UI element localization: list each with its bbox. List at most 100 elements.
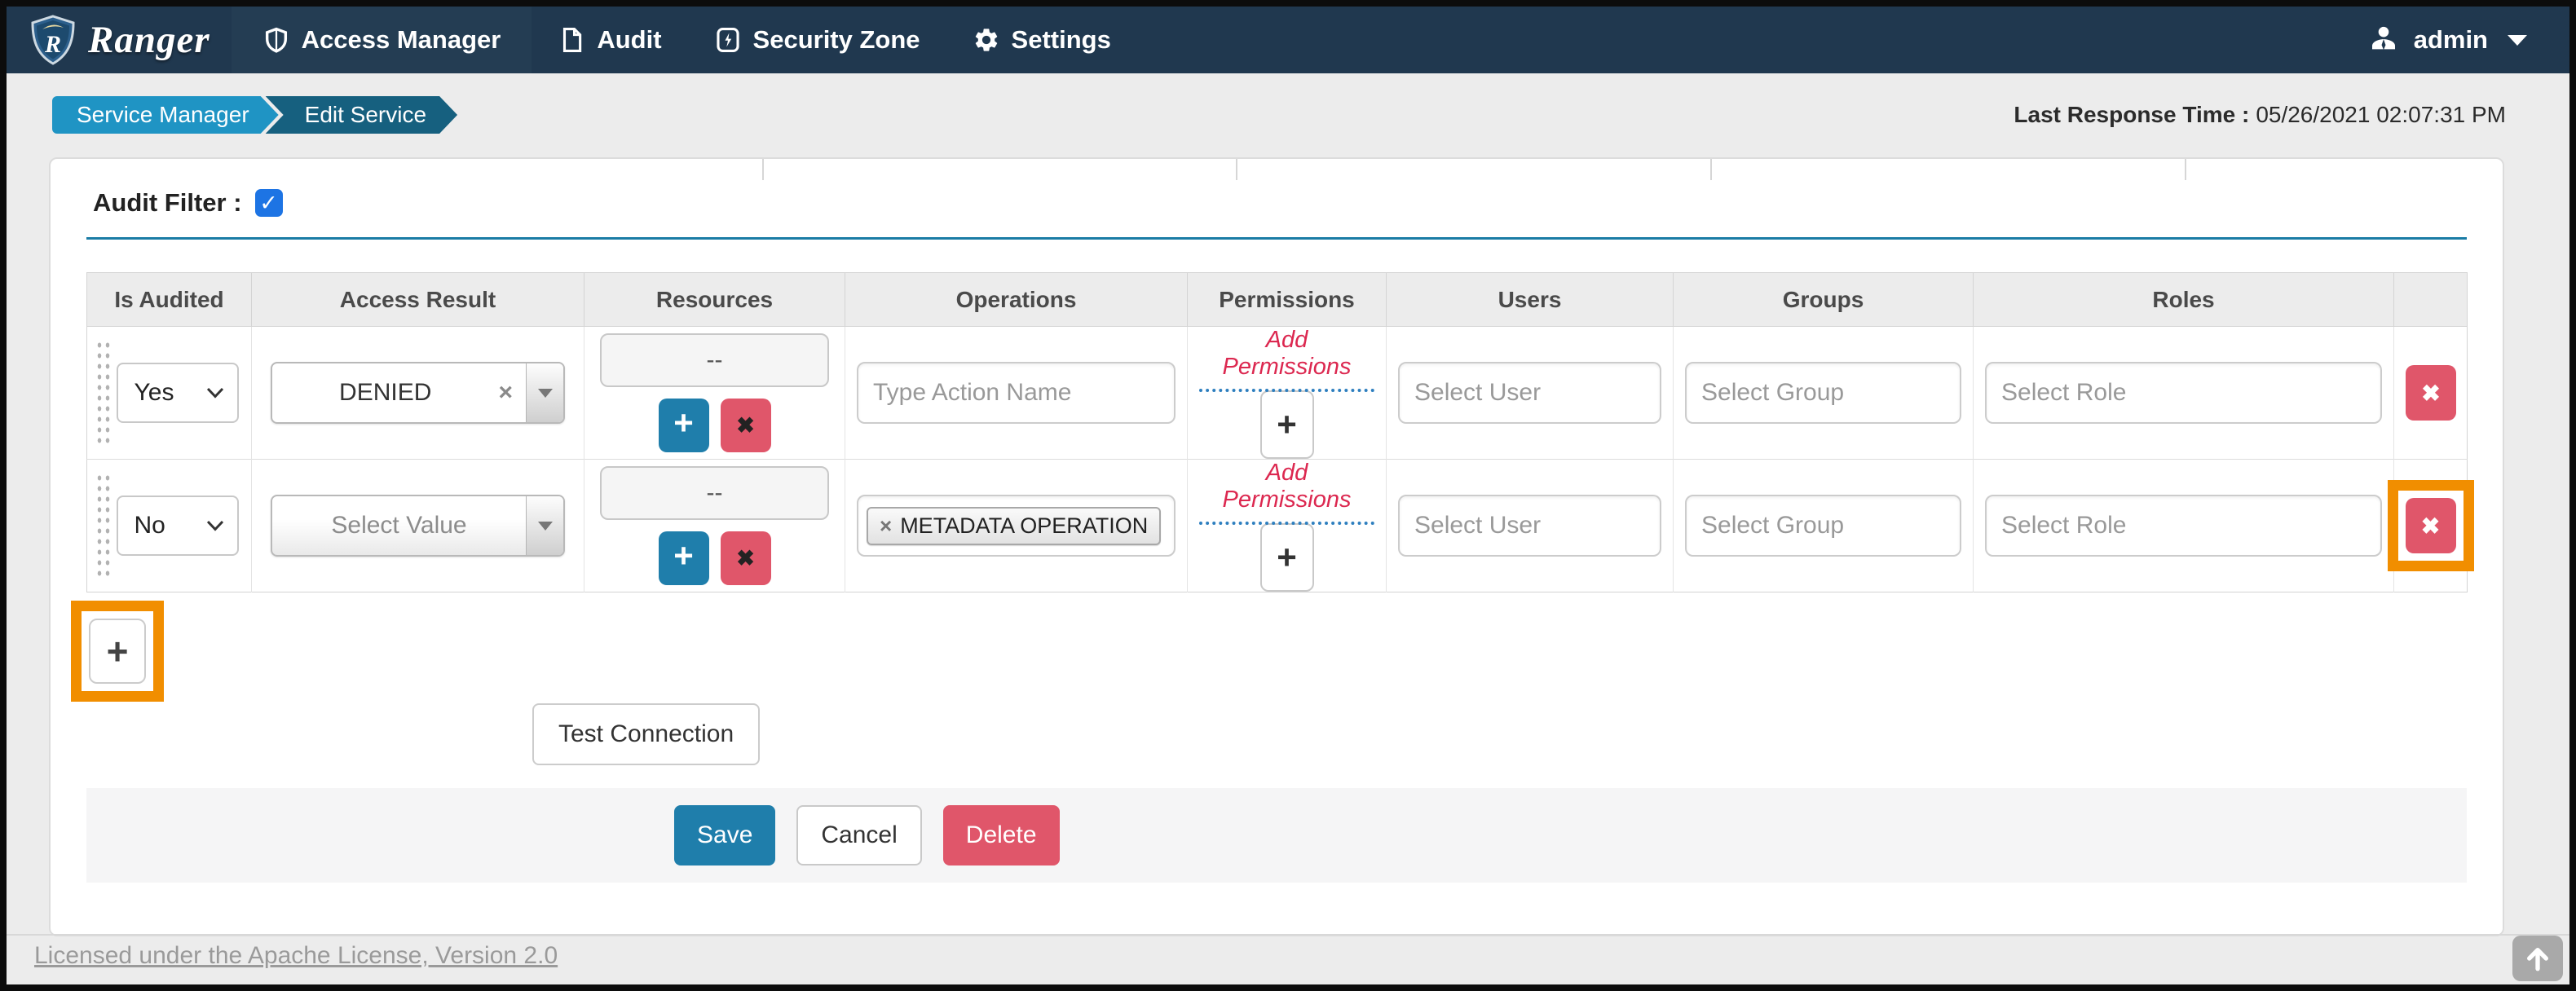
- bolt-box-icon: [716, 27, 739, 53]
- roles-input[interactable]: [1985, 495, 2382, 557]
- user-name: admin: [2413, 25, 2488, 54]
- nav-item-access-manager[interactable]: Access Manager: [231, 7, 532, 73]
- delete-row-button[interactable]: ✖: [2406, 365, 2456, 421]
- footer: Licensed under the Apache License, Versi…: [7, 934, 2569, 984]
- audit-filter-row: Audit Filter : ✓: [93, 188, 2467, 218]
- add-filter-row-button[interactable]: +: [89, 619, 146, 684]
- x-icon: ✖: [2421, 380, 2441, 406]
- resources-value-box[interactable]: --: [600, 333, 829, 387]
- audit-filter-checkbox[interactable]: ✓: [254, 189, 283, 217]
- save-button[interactable]: Save: [674, 805, 776, 865]
- edit-service-card: Audit Filter : ✓ Is Audited Access Resul…: [49, 157, 2504, 936]
- add-permissions-link[interactable]: Add Permissions: [1199, 460, 1374, 525]
- svg-text:R: R: [44, 31, 61, 58]
- is-audited-select[interactable]: Yes: [116, 363, 239, 423]
- triangle-down-icon: [537, 388, 553, 398]
- col-header-operations: Operations: [845, 272, 1188, 327]
- remove-resource-button[interactable]: ✖: [720, 399, 771, 452]
- breadcrumb-service-manager[interactable]: Service Manager: [52, 96, 279, 134]
- is-audited-select[interactable]: No: [116, 496, 239, 556]
- x-icon: ✖: [736, 545, 755, 570]
- nav-item-security-zone[interactable]: Security Zone: [688, 7, 946, 73]
- add-permissions-link[interactable]: Add Permissions: [1199, 327, 1374, 392]
- operation-tag: × METADATA OPERATION: [867, 506, 1162, 545]
- plus-icon: +: [1277, 538, 1297, 576]
- col-header-access-result: Access Result: [251, 272, 584, 327]
- highlight-box: +: [71, 601, 164, 702]
- user-icon: [2371, 26, 2395, 51]
- audit-filter-label: Audit Filter :: [93, 188, 242, 217]
- users-input[interactable]: [1398, 362, 1661, 424]
- plus-icon: +: [673, 536, 694, 575]
- access-result-select[interactable]: Select Value: [271, 495, 565, 557]
- access-result-value: DENIED: [339, 379, 432, 406]
- caret-down-icon: [2508, 34, 2527, 46]
- breadcrumb: Service Manager Edit Service: [52, 96, 457, 134]
- add-resource-button[interactable]: +: [658, 531, 709, 585]
- operations-taglist[interactable]: × METADATA OPERATION: [857, 495, 1176, 557]
- delete-button[interactable]: Delete: [942, 805, 1060, 865]
- test-connection-button[interactable]: Test Connection: [532, 703, 761, 765]
- audit-filter-table: Is Audited Access Result Resources Opera…: [86, 272, 2474, 592]
- drag-handle[interactable]: [95, 340, 112, 446]
- nav-item-label: Audit: [597, 25, 662, 54]
- main-nav: Access Manager Audit Security Zone Setti…: [231, 7, 1137, 73]
- x-icon: ✖: [736, 412, 755, 438]
- table-row: Yes DENIED × -- +: [86, 326, 2468, 460]
- last-response-value: 05/26/2021 02:07:31 PM: [2256, 102, 2506, 127]
- chevron-down-icon: [206, 387, 223, 399]
- section-divider: [86, 237, 2467, 240]
- up-arrow-icon: [2527, 948, 2548, 971]
- check-icon: ✓: [259, 190, 278, 215]
- users-input[interactable]: [1398, 495, 1661, 557]
- topbar: Service Manager Edit Service Last Respon…: [7, 73, 2569, 152]
- delete-row-button[interactable]: ✖: [2405, 498, 2456, 553]
- access-result-select[interactable]: DENIED ×: [271, 362, 565, 424]
- nav-item-audit[interactable]: Audit: [532, 7, 687, 73]
- brand-title: Ranger: [88, 19, 210, 61]
- add-resource-button[interactable]: +: [658, 399, 709, 452]
- scroll-remnant-line: [2185, 159, 2186, 180]
- form-actions: Save Cancel Delete: [86, 788, 2467, 883]
- roles-input[interactable]: [1985, 362, 2382, 424]
- col-header-resources: Resources: [584, 272, 845, 327]
- clear-selection-icon[interactable]: ×: [498, 379, 513, 406]
- nav-item-label: Security Zone: [752, 25, 920, 54]
- is-audited-value: No: [134, 512, 165, 539]
- last-response-time: Last Response Time :05/26/2021 02:07:31 …: [2014, 102, 2506, 128]
- resources-value: --: [706, 346, 723, 373]
- resources-value-box[interactable]: --: [600, 466, 829, 520]
- cancel-button[interactable]: Cancel: [796, 805, 922, 865]
- scroll-to-top-button[interactable]: [2512, 936, 2563, 981]
- shield-icon: [265, 27, 287, 53]
- scroll-remnant-line: [1710, 159, 1712, 180]
- remove-tag-icon[interactable]: ×: [880, 513, 893, 538]
- col-header-groups: Groups: [1673, 272, 1974, 327]
- scroll-remnant-line: [762, 159, 764, 180]
- col-header-actions: [2393, 272, 2468, 327]
- top-navbar: R Ranger Access Manager Audit Security Z…: [7, 7, 2569, 73]
- nav-item-label: Access Manager: [301, 25, 501, 54]
- plus-icon: +: [1277, 405, 1297, 443]
- nav-item-label: Settings: [1011, 25, 1111, 54]
- drag-handle[interactable]: [95, 473, 112, 579]
- breadcrumb-edit-service[interactable]: Edit Service: [266, 96, 457, 134]
- nav-item-settings[interactable]: Settings: [946, 7, 1137, 73]
- resources-value: --: [706, 479, 723, 506]
- license-link[interactable]: Licensed under the Apache License, Versi…: [34, 942, 558, 969]
- plus-icon: +: [673, 403, 694, 442]
- operations-input[interactable]: [857, 362, 1176, 424]
- groups-input[interactable]: [1685, 362, 1961, 424]
- add-permission-button[interactable]: +: [1259, 523, 1314, 592]
- table-header-row: Is Audited Access Result Resources Opera…: [86, 272, 2468, 327]
- user-menu[interactable]: admin: [2366, 7, 2569, 73]
- dropdown-arrow[interactable]: [526, 496, 563, 555]
- add-permission-button[interactable]: +: [1259, 390, 1314, 459]
- remove-resource-button[interactable]: ✖: [720, 531, 771, 585]
- dropdown-arrow[interactable]: [526, 363, 563, 422]
- col-header-roles: Roles: [1973, 272, 2394, 327]
- table-row: No Select Value -- +: [86, 459, 2474, 592]
- groups-input[interactable]: [1685, 495, 1961, 557]
- ranger-brand[interactable]: R Ranger: [7, 7, 232, 73]
